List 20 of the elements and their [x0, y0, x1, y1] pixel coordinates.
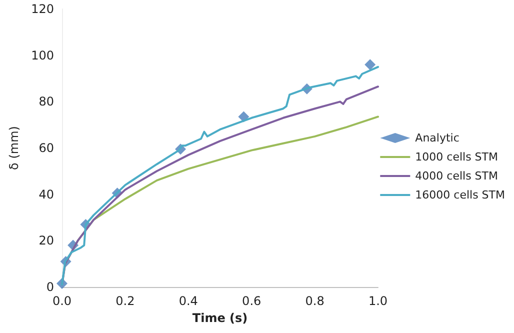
- point: [364, 59, 376, 70]
- x-tick-label: 0.4: [178, 294, 198, 308]
- x-tick-label: 0.0: [52, 294, 72, 308]
- y-tick-label: 100: [31, 48, 54, 62]
- legend-label: 1000 cells STM: [415, 150, 498, 164]
- legend-label: 4000 cells STM: [415, 170, 498, 182]
- y-tick-label: 120: [31, 2, 54, 16]
- legend-label: 16000 cells STM: [415, 188, 506, 202]
- y-tick-label: 20: [38, 234, 54, 248]
- y-tick-label: 80: [38, 94, 54, 109]
- y-tick-label: 40: [38, 187, 54, 202]
- legend-label: Analytic: [415, 132, 460, 144]
- x-tick-label: 0.2: [116, 294, 135, 308]
- y-tick-label: 60: [38, 141, 54, 155]
- y-axis-title: δ (mm): [7, 126, 22, 170]
- x-tick-label: 1.0: [368, 294, 388, 308]
- y-tick-label: 0: [46, 280, 54, 294]
- x-tick-label: 0.8: [305, 294, 324, 308]
- x-tick-label: 0.6: [242, 294, 262, 308]
- x-axis-title: Time (s): [192, 310, 248, 325]
